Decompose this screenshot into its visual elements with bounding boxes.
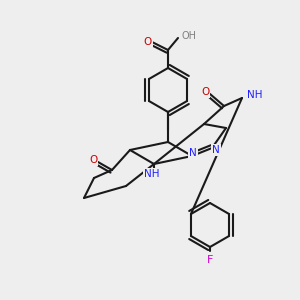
Text: NH: NH: [247, 90, 262, 100]
Text: O: O: [144, 37, 152, 47]
Text: F: F: [207, 255, 213, 265]
Text: OH: OH: [182, 31, 197, 41]
Text: NH: NH: [144, 169, 160, 179]
Text: O: O: [89, 155, 97, 165]
Text: N: N: [212, 145, 220, 155]
Text: O: O: [201, 87, 209, 97]
Text: N: N: [189, 148, 197, 158]
